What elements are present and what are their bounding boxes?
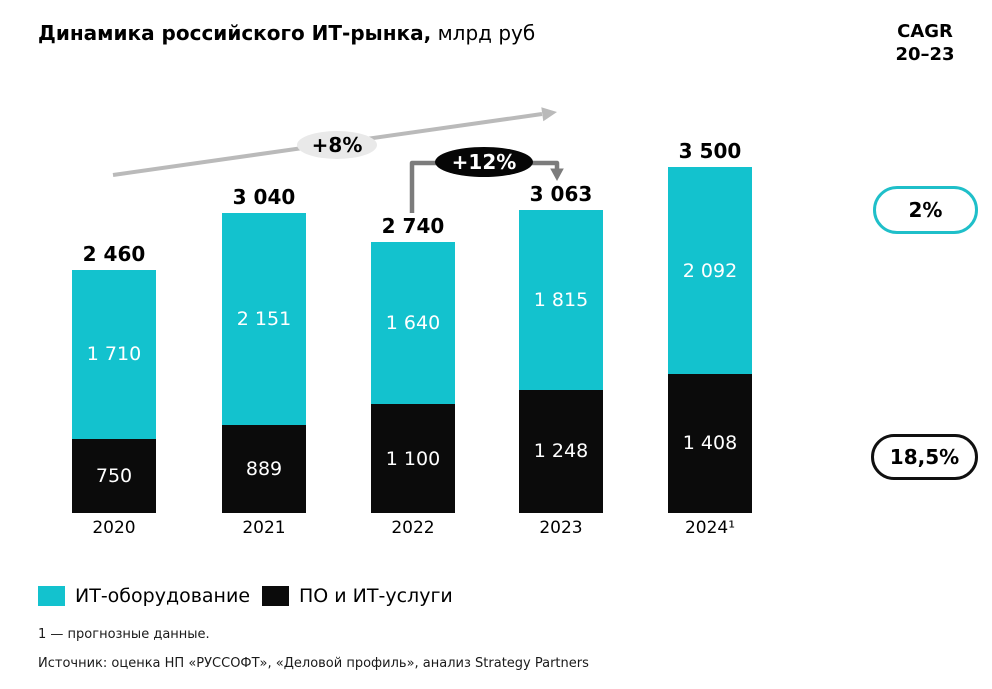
segment-value-label: 2 092: [682, 259, 738, 282]
cagr-pill-software: 18,5%: [871, 434, 978, 480]
x-axis-label: 2022: [391, 517, 435, 538]
legend: ИТ-оборудование ПО и ИТ-услуги: [38, 585, 465, 607]
bar-2023: 3 063 1 815 1 248 2023: [519, 182, 603, 538]
bar-segment-software-services: 1 248: [519, 389, 603, 513]
legend-label-software: ПО и ИТ-услуги: [299, 585, 453, 607]
cagr-header-line1: CAGR: [897, 21, 953, 42]
bar-2024: 3 500 2 092 1 408 2024¹: [668, 139, 752, 538]
page-title-unit: млрд руб: [431, 21, 536, 45]
page-title-main: Динамика российского ИТ-рынка,: [38, 21, 432, 45]
x-axis-label: 2021: [242, 517, 286, 538]
growth-badge-8pct: +8%: [297, 131, 377, 159]
legend-item-equipment: ИТ-оборудование: [38, 585, 250, 607]
legend-swatch-software: [262, 586, 290, 606]
bar-segment-it-equipment: 1 640: [371, 242, 455, 405]
x-axis-label: 2023: [539, 517, 583, 538]
segment-value-label: 1 640: [385, 312, 441, 335]
footnote: 1 — прогнозные данные.: [38, 627, 210, 642]
x-axis-label: 2024¹: [684, 517, 736, 538]
bar-segment-software-services: 1 408: [668, 373, 752, 513]
bar-total-label: 2 740: [381, 214, 445, 239]
source-line: Источник: оценка НП «РУССОФТ», «Деловой …: [38, 656, 589, 671]
segment-value-label: 750: [95, 464, 133, 487]
bar-total-label: 2 460: [82, 242, 146, 266]
bar-total-label: 3 500: [678, 139, 742, 164]
legend-item-software: ПО и ИТ-услуги: [262, 585, 453, 607]
cagr-header-line2: 20–23: [895, 44, 955, 65]
bar-2022: 2 740 1 640 1 100 2022: [371, 214, 455, 538]
elbow-arrow-head: [550, 168, 564, 181]
trend-arrow-head: [541, 107, 557, 122]
segment-value-label: 1 100: [385, 447, 441, 470]
bar-2020: 2 460 1 710 750 2020: [72, 242, 156, 538]
bar-segment-software-services: 750: [72, 438, 156, 513]
segment-value-label: 1 408: [682, 432, 738, 455]
bar-total-label: 3 040: [232, 184, 296, 209]
legend-swatch-equipment: [38, 586, 65, 606]
segment-value-label: 889: [245, 458, 283, 481]
cagr-pill-equipment: 2%: [873, 186, 978, 234]
bar-segment-it-equipment: 2 151: [222, 212, 306, 426]
cagr-header: CAGR 20–23: [873, 20, 977, 66]
growth-badge-12pct: +12%: [435, 147, 533, 177]
bar-2021: 3 040 2 151 889 2021: [222, 185, 306, 538]
bar-segment-it-equipment: 1 710: [72, 270, 156, 439]
segment-value-label: 1 815: [533, 289, 589, 312]
bar-total-label: 3 063: [529, 182, 593, 207]
legend-label-equipment: ИТ-оборудование: [75, 585, 251, 607]
x-axis-label: 2020: [92, 518, 136, 538]
bar-segment-software-services: 889: [222, 425, 306, 513]
bar-segment-software-services: 1 100: [371, 404, 455, 513]
bar-segment-it-equipment: 2 092: [668, 167, 752, 374]
bar-segment-it-equipment: 1 815: [519, 210, 603, 390]
segment-value-label: 1 710: [86, 343, 142, 366]
segment-value-label: 1 248: [533, 440, 589, 463]
page-title: Динамика российского ИТ-рынка, млрд руб: [38, 21, 535, 45]
segment-value-label: 2 151: [236, 307, 292, 330]
